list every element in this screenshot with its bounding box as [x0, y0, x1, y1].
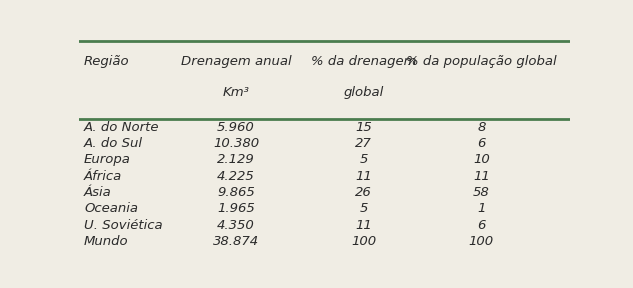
Text: África: África: [84, 170, 122, 183]
Text: A. do Norte: A. do Norte: [84, 120, 160, 134]
Text: Km³: Km³: [223, 86, 249, 99]
Text: global: global: [344, 86, 384, 99]
Text: 27: 27: [355, 137, 372, 150]
Text: Ásia: Ásia: [84, 186, 112, 199]
Text: 11: 11: [355, 219, 372, 232]
Text: Drenagem anual: Drenagem anual: [181, 55, 291, 68]
Text: 100: 100: [469, 235, 494, 248]
Text: 1: 1: [477, 202, 486, 215]
Text: % da população global: % da população global: [406, 55, 556, 68]
Text: 2.129: 2.129: [217, 153, 255, 166]
Text: 38.874: 38.874: [213, 235, 259, 248]
Text: 11: 11: [473, 170, 490, 183]
Text: 58: 58: [473, 186, 490, 199]
Text: 100: 100: [351, 235, 376, 248]
Text: Oceania: Oceania: [84, 202, 138, 215]
Text: A. do Sul: A. do Sul: [84, 137, 143, 150]
Text: 10.380: 10.380: [213, 137, 259, 150]
Text: Mundo: Mundo: [84, 235, 128, 248]
Text: Região: Região: [84, 55, 130, 68]
Text: 5: 5: [360, 153, 368, 166]
Text: 10: 10: [473, 153, 490, 166]
Text: 8: 8: [477, 120, 486, 134]
Text: 9.865: 9.865: [217, 186, 255, 199]
Text: Europa: Europa: [84, 153, 131, 166]
Text: 15: 15: [355, 120, 372, 134]
Text: 1.965: 1.965: [217, 202, 255, 215]
Text: 5: 5: [360, 202, 368, 215]
Text: 11: 11: [355, 170, 372, 183]
Text: 26: 26: [355, 186, 372, 199]
Text: 6: 6: [477, 219, 486, 232]
Text: 4.350: 4.350: [217, 219, 255, 232]
Text: % da drenagem: % da drenagem: [311, 55, 417, 68]
Text: 5.960: 5.960: [217, 120, 255, 134]
Text: 6: 6: [477, 137, 486, 150]
Text: U. Soviética: U. Soviética: [84, 219, 163, 232]
Text: 4.225: 4.225: [217, 170, 255, 183]
